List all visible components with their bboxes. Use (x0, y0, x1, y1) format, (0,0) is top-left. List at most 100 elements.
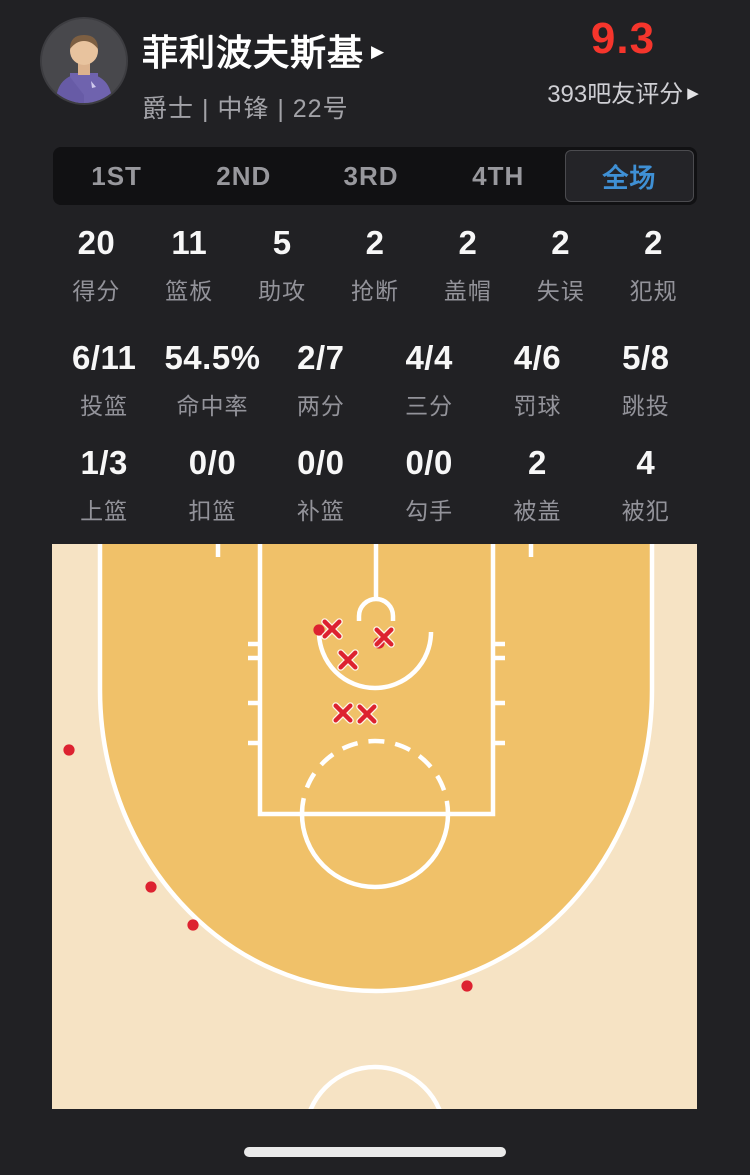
stat-rebounds: 11 篮板 (143, 226, 236, 306)
stat-dunk: 0/0 扣篮 (158, 446, 266, 526)
stat-value: 0/0 (405, 444, 453, 481)
made-shot-marker (313, 624, 325, 636)
rating-arrow-icon: ▶ (687, 84, 699, 102)
stat-label: 命中率 (176, 393, 249, 419)
player-photo-icon (42, 19, 126, 103)
stat-value: 1/3 (80, 444, 128, 481)
stat-value: 4/4 (405, 339, 453, 376)
stat-fouled: 4 被犯 (592, 446, 700, 526)
stat-label: 抢断 (351, 278, 399, 304)
stat-putback: 0/0 补篮 (267, 446, 375, 526)
free-throw-circle-solid (299, 813, 451, 890)
made-shot-marker (63, 744, 75, 756)
player-avatar[interactable] (40, 17, 128, 105)
restricted-area-arc (316, 631, 434, 691)
stat-label: 补篮 (296, 498, 345, 524)
player-header: 菲利波夫斯基 ▶ 爵士 | 中锋 | 22号 9.3 393吧友评分 ▶ (0, 0, 750, 130)
paint-lane-lines (257, 544, 496, 817)
stat-value: 6/11 (71, 339, 137, 376)
player-detail-arrow-icon[interactable]: ▶ (371, 42, 385, 61)
rim-arc (356, 596, 396, 621)
shot-markers-group (63, 618, 473, 992)
stat-assists: 5 助攻 (236, 226, 329, 306)
stat-value: 4 (636, 444, 656, 481)
stat-value: 2 (551, 224, 571, 261)
made-shot-marker (461, 980, 473, 992)
lane-hash-marks-right (493, 641, 505, 746)
stat-blocked: 2 被盖 (483, 446, 591, 526)
stats-row-shot-types: 1/3 上篮 0/0 扣篮 0/0 补篮 0/0 勾手 2 被盖 4 被犯 (50, 446, 700, 526)
missed-shot-marker (338, 650, 358, 670)
missed-shot-marker (374, 627, 394, 647)
player-team-position: 爵士 | 中锋 | 22号 (142, 95, 349, 123)
stat-label: 投篮 (80, 393, 129, 419)
missed-shot-marker (322, 619, 342, 639)
stat-value: 2 (644, 224, 664, 261)
baseline-tick-marks (215, 544, 534, 557)
tab-3rd[interactable]: 3RD (343, 160, 399, 191)
player-rating: 9.3 (590, 14, 656, 63)
three-point-line (97, 544, 655, 994)
stat-value: 0/0 (297, 444, 345, 481)
stat-layup: 1/3 上篮 (50, 446, 158, 526)
stat-value: 2 (365, 224, 385, 261)
rating-source-link[interactable]: 393吧友评分 ▶ (538, 74, 708, 109)
stat-3pt: 4/4 三分 (375, 341, 483, 421)
stat-label: 犯规 (629, 278, 678, 304)
stat-2pt: 2/7 两分 (267, 341, 375, 421)
tab-full-game[interactable]: 全场 (564, 150, 695, 202)
stat-label: 罚球 (513, 393, 562, 419)
stat-fouls: 2 犯规 (607, 226, 700, 306)
stat-value: 2 (528, 444, 547, 481)
stat-value: 5 (272, 224, 292, 261)
stat-label: 三分 (405, 393, 454, 419)
stat-value: 4/6 (513, 339, 562, 376)
missed-shot-marker (357, 704, 377, 724)
lane-hash-marks-left (248, 641, 260, 746)
stat-fg: 6/11 投篮 (50, 341, 158, 421)
stat-label: 盖帽 (443, 278, 492, 304)
half-court-circle (308, 1064, 442, 1109)
player-name[interactable]: 菲利波夫斯基 (142, 32, 365, 73)
court-floor-inside (100, 544, 652, 991)
stats-row-shooting: 6/11 投篮 54.5% 命中率 2/7 两分 4/4 三分 4/6 罚球 5… (50, 341, 700, 421)
stat-blocks: 2 盖帽 (421, 226, 514, 306)
stat-value: 2/7 (297, 339, 345, 376)
stat-label: 被盖 (513, 498, 562, 524)
stat-label: 得分 (72, 278, 121, 304)
missed-shot-marker (333, 703, 353, 723)
stat-label: 跳投 (621, 393, 670, 419)
quarter-tab-bar: 1ST 2ND 3RD 4TH 全场 (53, 147, 697, 205)
stat-value: 2 (458, 224, 478, 261)
stat-label: 两分 (296, 393, 345, 419)
stat-value: 5/8 (622, 339, 670, 376)
stat-label: 被犯 (621, 498, 670, 524)
stat-label: 勾手 (405, 498, 454, 524)
stat-hook: 0/0 勾手 (375, 446, 483, 526)
tab-2nd[interactable]: 2ND (216, 160, 272, 191)
stat-value: 0/0 (188, 444, 237, 481)
stat-points: 20 得分 (50, 226, 143, 306)
free-throw-circle-dashed (299, 738, 451, 815)
stat-label: 篮板 (165, 278, 214, 304)
stat-fg-pct: 54.5% 命中率 (158, 341, 266, 421)
made-shot-marker (187, 919, 199, 931)
shot-chart (52, 544, 697, 1109)
stat-value: 11 (171, 224, 208, 261)
stat-label: 助攻 (258, 278, 307, 304)
stat-ft: 4/6 罚球 (483, 341, 591, 421)
made-shot-marker (145, 881, 157, 893)
stat-label: 扣篮 (188, 498, 237, 524)
stat-label: 失误 (536, 278, 585, 304)
stat-value: 20 (77, 224, 116, 261)
tab-4th[interactable]: 4TH (472, 160, 525, 191)
stat-jumpshot: 5/8 跳投 (592, 341, 700, 421)
rating-source-label: 393吧友评分 (547, 81, 684, 108)
stat-turnovers: 2 失误 (514, 226, 607, 306)
home-indicator-bar[interactable] (244, 1147, 506, 1157)
stat-value: 54.5% (164, 339, 261, 376)
stats-row-basic: 20 得分 11 篮板 5 助攻 2 抢断 2 盖帽 2 失误 2 犯规 (50, 226, 700, 306)
stat-label: 上篮 (80, 498, 129, 524)
stat-steals: 2 抢断 (329, 226, 422, 306)
tab-1st[interactable]: 1ST (91, 160, 142, 191)
